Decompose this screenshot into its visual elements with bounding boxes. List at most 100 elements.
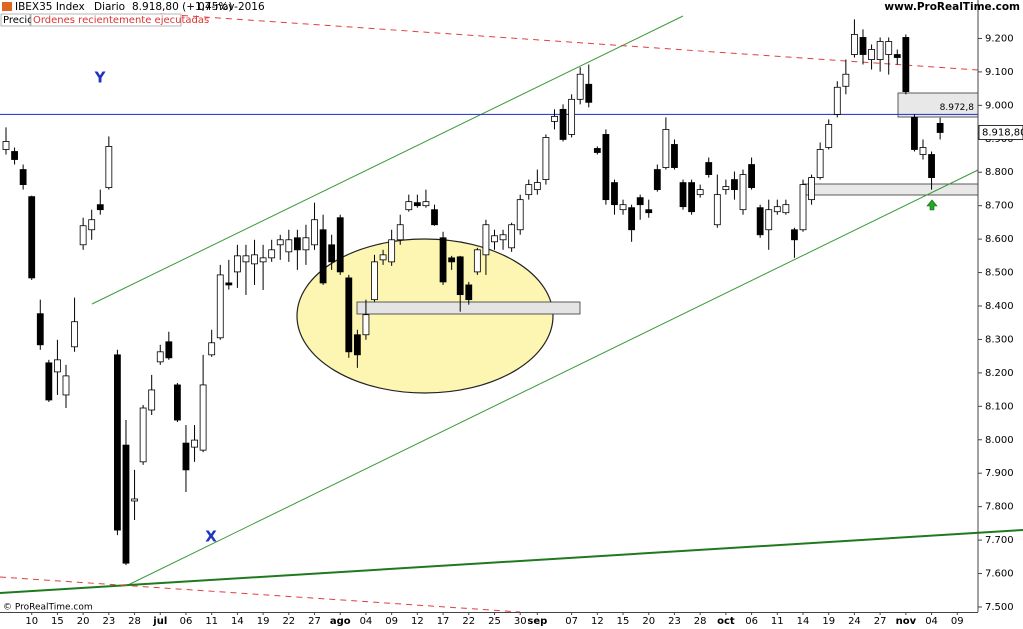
candle-body: [311, 219, 318, 246]
candle-body: [928, 154, 935, 178]
candle-body: [131, 498, 138, 502]
candle-body: [688, 182, 695, 213]
candle-body: [2, 141, 10, 150]
instrument-icon: [2, 2, 12, 11]
y-tick-label: 8.800: [985, 167, 1014, 178]
candle-body: [371, 261, 378, 301]
y-tick-label: 8.700: [985, 201, 1014, 212]
price-tag-box: [0, 13, 31, 27]
candle-body: [79, 225, 87, 246]
x-tick-label: 28: [694, 616, 707, 627]
candle-body: [96, 204, 104, 211]
zone-box: [802, 183, 979, 196]
candle-body: [791, 229, 798, 241]
x-tick-label: nov: [896, 616, 917, 627]
x-tick-label: oct: [717, 616, 735, 627]
candle-body: [45, 362, 53, 401]
last-price-box: [978, 125, 1023, 140]
candle-body: [936, 123, 944, 133]
candle-body: [662, 129, 670, 168]
candle-body: [482, 224, 490, 256]
candle-body: [833, 86, 841, 115]
candle-body: [199, 384, 207, 451]
x-tick-label: 06: [745, 616, 758, 627]
y-tick-label: 8.400: [985, 301, 1014, 312]
x-tick-label: 10: [25, 616, 38, 627]
y-tick-label: 7.800: [985, 502, 1014, 513]
x-tick-label: 15: [617, 616, 630, 627]
candle-body: [542, 137, 550, 180]
last-price-label: 8.918,80: [982, 127, 1023, 138]
candle-body: [71, 321, 78, 348]
candle-body: [465, 284, 473, 301]
candle-body: [842, 73, 850, 87]
candle-body: [851, 34, 858, 55]
candle-body: [251, 254, 258, 265]
price: 8.918,80 (+1,45%): [132, 1, 232, 13]
candle-body: [268, 249, 276, 259]
candle-body: [705, 162, 713, 175]
candle-body: [336, 217, 344, 273]
copyright: © ProRealTime.com: [3, 603, 93, 613]
x-tick-label: 04: [925, 616, 938, 627]
candle-body: [808, 177, 815, 201]
candle-body: [456, 256, 464, 296]
x-tick-label: 27: [308, 616, 321, 627]
candle-body: [773, 206, 781, 213]
candle-body: [54, 359, 61, 373]
y-tick-label: 8.300: [985, 334, 1014, 345]
x-tick-label: 27: [874, 616, 887, 627]
x-tick-label: 11: [205, 616, 218, 627]
y-tick-label: 7.900: [985, 468, 1014, 479]
candle-body: [422, 201, 430, 207]
candle-body: [568, 98, 576, 135]
candle-body: [156, 351, 164, 363]
y-tick-label: 9.200: [985, 33, 1014, 44]
y-tick-label: 8.200: [985, 368, 1014, 379]
candle-body: [679, 182, 687, 208]
candle-body: [353, 334, 361, 356]
y-tick-label: 7.500: [985, 602, 1014, 613]
trend-line: [91, 15, 684, 305]
candle-body: [516, 199, 524, 231]
candle-body: [233, 255, 241, 273]
x-tick-label: jul: [152, 616, 167, 627]
candle-body: [36, 313, 44, 346]
candle-body: [919, 147, 927, 155]
candle-body: [559, 108, 567, 140]
site: www.ProRealTime.com: [884, 1, 1020, 13]
candle-body: [114, 354, 121, 531]
candle-body: [628, 207, 636, 231]
y-tick-label: 8.000: [985, 435, 1014, 446]
candle-body: [491, 235, 498, 243]
y-tick-label: 8.600: [985, 234, 1014, 245]
candle-body: [242, 255, 250, 263]
period: Diario: [94, 1, 125, 13]
candle-body: [499, 234, 507, 241]
x-tick-label: 24: [848, 616, 861, 627]
candle-body: [859, 37, 867, 55]
candle-body: [636, 197, 644, 206]
y-tick-label: 7.600: [985, 569, 1014, 580]
candle-body: [653, 169, 661, 191]
candle-body: [885, 41, 893, 55]
candle-body: [62, 375, 70, 396]
x-tick-label: 11: [771, 616, 784, 627]
candle-body: [448, 257, 456, 263]
x-tick-label: 25: [488, 616, 501, 627]
x-tick-label: 23: [668, 616, 681, 627]
candle-body: [739, 174, 747, 211]
arrow-icon: [926, 199, 938, 211]
candle-body: [362, 314, 370, 336]
dashed-line: [0, 576, 521, 613]
candle-body: [593, 148, 601, 153]
candle-body: [902, 37, 910, 93]
candle-body: [799, 184, 807, 231]
candle-body: [551, 115, 558, 122]
candle-body: [748, 164, 755, 189]
candle-body: [19, 169, 27, 186]
trend-line: [0, 529, 1023, 594]
y-tick-label: 9.000: [985, 100, 1014, 111]
x-tick-label: 20: [77, 616, 90, 627]
candle-body: [182, 442, 190, 471]
